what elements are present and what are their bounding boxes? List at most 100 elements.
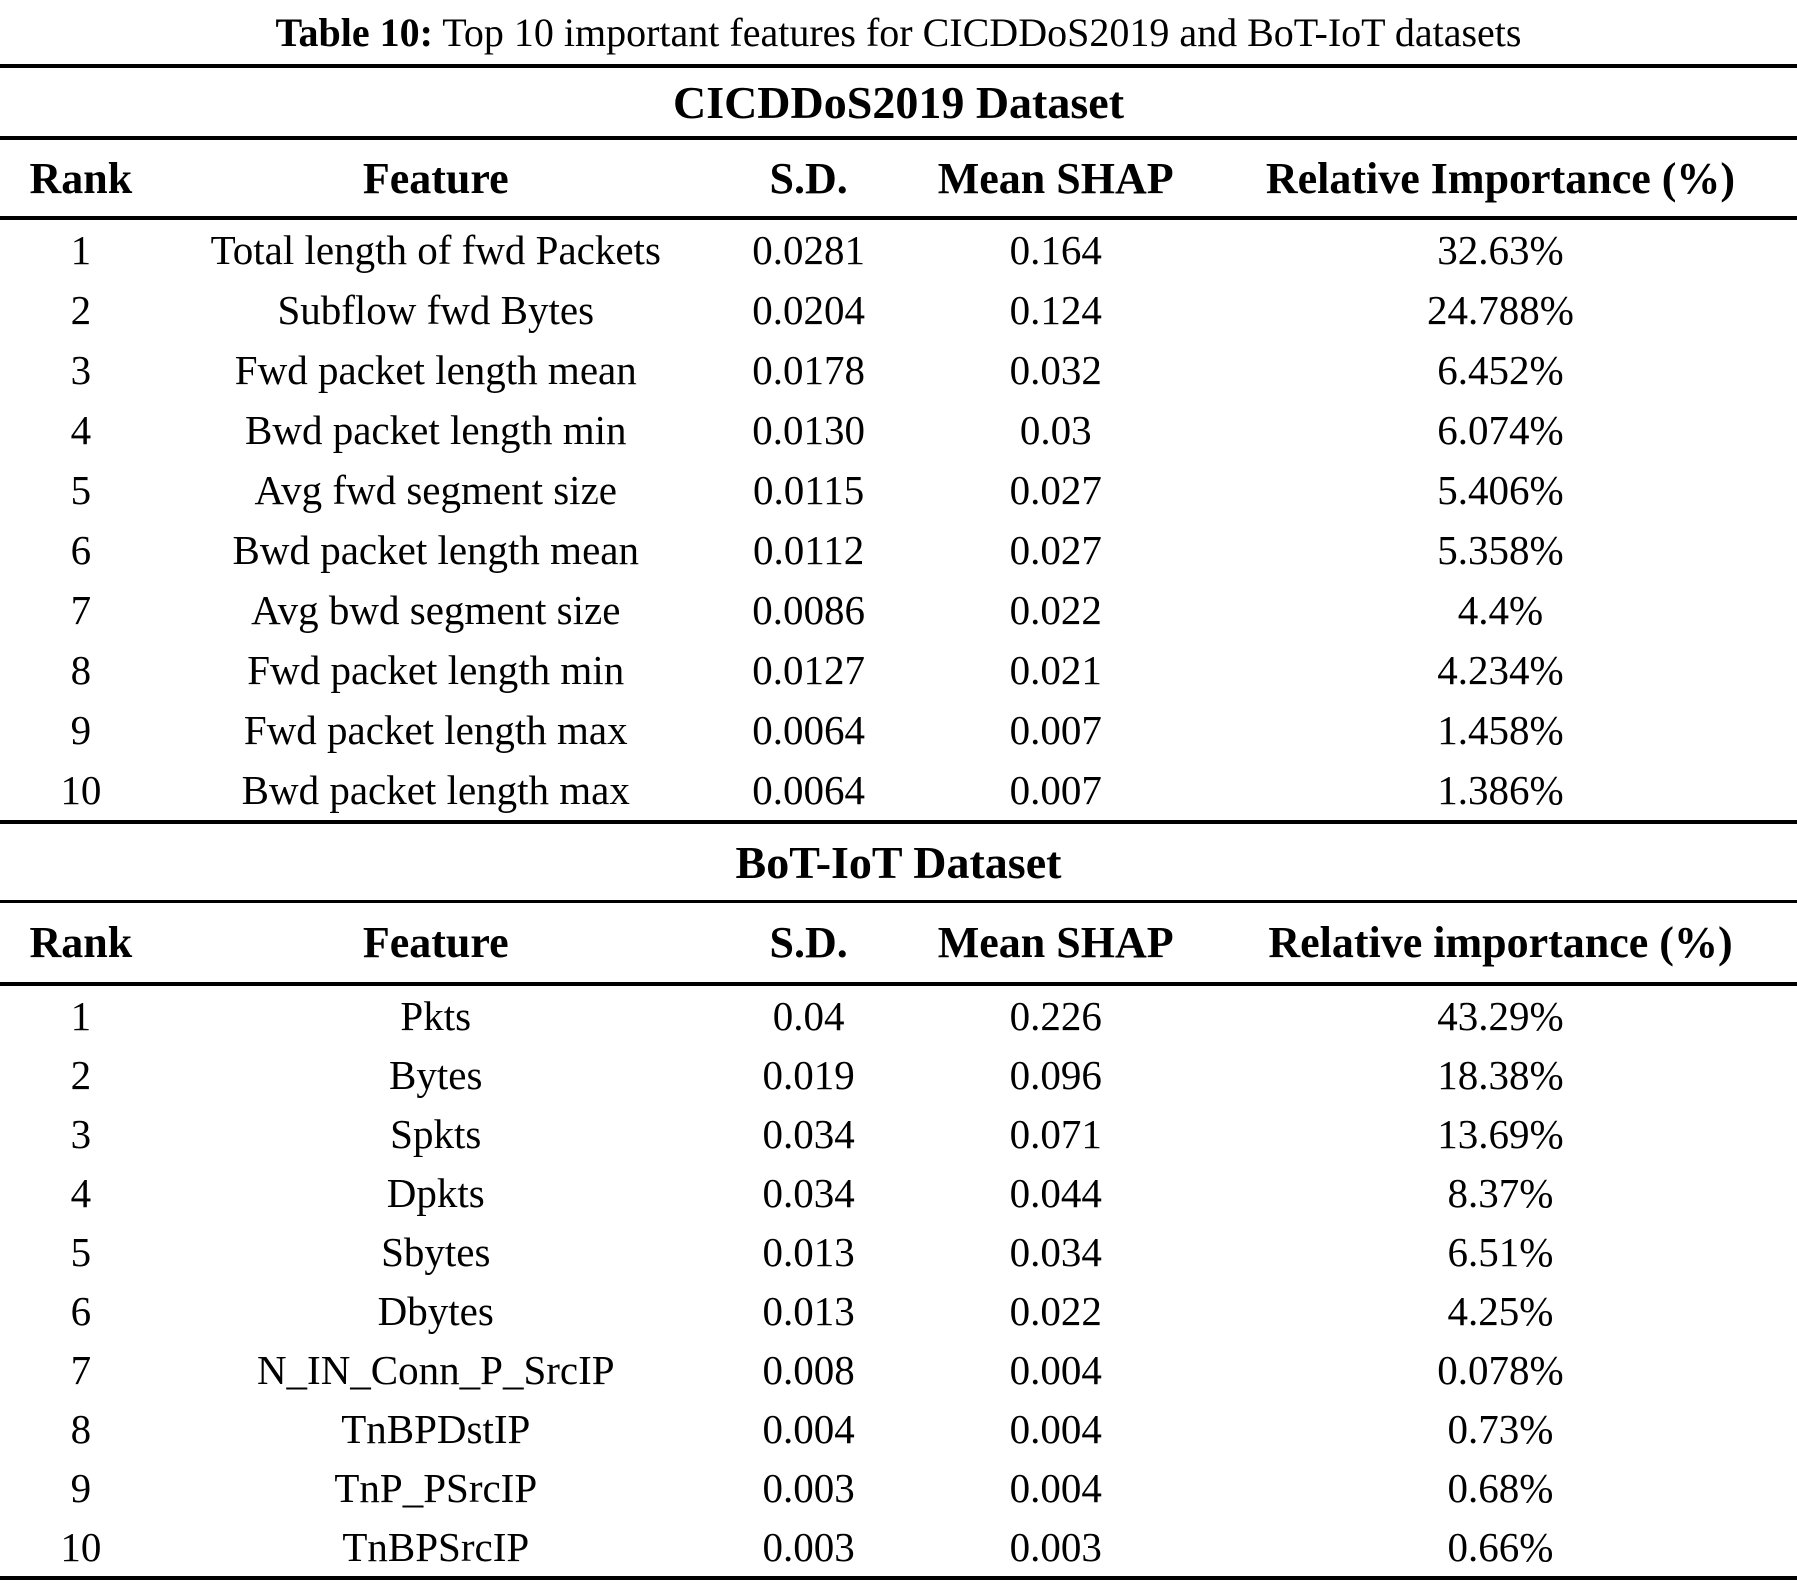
cicddos2019-table: Rank Feature S.D. Mean SHAP Relative Imp…	[0, 140, 1797, 820]
cell-rank: 10	[60, 767, 102, 813]
cell-relative-importance: 8.37%	[1447, 1169, 1554, 1216]
cell-mean-shap: 0.022	[1009, 1287, 1102, 1334]
table-row: 3 Spkts 0.034 0.071 13.69%	[0, 1104, 1797, 1163]
cell-sd: 0.0127	[752, 647, 865, 693]
cell-rank: 4	[70, 407, 92, 453]
cell-rank: 2	[70, 1051, 92, 1098]
cell-mean-shap: 0.004	[1009, 1405, 1102, 1452]
cell-relative-importance: 0.73%	[1447, 1405, 1554, 1452]
table-row: 4 Dpkts 0.034 0.044 8.37%	[0, 1163, 1797, 1222]
cell-rank: 10	[60, 1523, 102, 1570]
cell-mean-shap: 0.034	[1009, 1228, 1102, 1275]
col-header-rank: Rank	[0, 140, 162, 220]
cell-rank: 8	[70, 1405, 92, 1452]
cell-feature: Sbytes	[381, 1228, 491, 1275]
table-row: 6 Bwd packet length mean 0.0112 0.027 5.…	[0, 520, 1797, 580]
cell-feature: Spkts	[390, 1110, 482, 1157]
table-row: 8 TnBPDstIP 0.004 0.004 0.73%	[0, 1399, 1797, 1458]
col-header-relative-importance: Relative Importance (%)	[1203, 140, 1797, 220]
cell-feature: TnP_PSrcIP	[334, 1464, 538, 1511]
cell-rank: 5	[70, 467, 92, 513]
cell-relative-importance: 24.788%	[1427, 287, 1574, 333]
col-header-feature: Feature	[161, 140, 710, 220]
cell-mean-shap: 0.007	[1009, 767, 1102, 813]
cell-relative-importance: 5.406%	[1437, 467, 1564, 513]
table-row: 5 Sbytes 0.013 0.034 6.51%	[0, 1222, 1797, 1281]
col-header-sd: S.D.	[709, 140, 908, 220]
cell-relative-importance: 6.074%	[1437, 407, 1564, 453]
cell-feature: Dpkts	[386, 1169, 485, 1216]
cell-rank: 3	[70, 1110, 92, 1157]
cell-sd: 0.0064	[752, 767, 865, 813]
table-row: 2 Bytes 0.019 0.096 18.38%	[0, 1045, 1797, 1104]
cell-mean-shap: 0.071	[1009, 1110, 1102, 1157]
table-row: 1 Total length of fwd Packets 0.0281 0.1…	[0, 218, 1797, 280]
cell-relative-importance: 4.234%	[1437, 647, 1564, 693]
cell-rank: 7	[70, 587, 92, 633]
table-row: 6 Dbytes 0.013 0.022 4.25%	[0, 1281, 1797, 1340]
cell-feature: TnBPSrcIP	[342, 1523, 530, 1570]
cell-mean-shap: 0.164	[1009, 227, 1102, 273]
cell-sd: 0.004	[762, 1405, 855, 1452]
cell-mean-shap: 0.226	[1009, 992, 1102, 1039]
cell-rank: 5	[70, 1228, 92, 1275]
caption-text: Top 10 important features for CICDDoS201…	[432, 9, 1522, 55]
cell-relative-importance: 0.68%	[1447, 1464, 1554, 1511]
cell-sd: 0.008	[762, 1346, 855, 1393]
cell-rank: 6	[70, 527, 92, 573]
cell-mean-shap: 0.004	[1009, 1346, 1102, 1393]
table-row: 3 Fwd packet length mean 0.0178 0.032 6.…	[0, 340, 1797, 400]
cell-feature: Avg fwd segment size	[254, 467, 617, 513]
cell-feature: Avg bwd segment size	[251, 587, 621, 633]
table-row: 7 Avg bwd segment size 0.0086 0.022 4.4%	[0, 580, 1797, 640]
botiot-header-top-divider	[0, 900, 1797, 903]
cell-feature: TnBPDstIP	[341, 1405, 531, 1452]
cell-feature: Fwd packet length mean	[234, 347, 637, 393]
cell-feature: Total length of fwd Packets	[210, 227, 661, 273]
cell-relative-importance: 43.29%	[1437, 992, 1564, 1039]
table-row: 10 Bwd packet length max 0.0064 0.007 1.…	[0, 760, 1797, 820]
table-row: 10 TnBPSrcIP 0.003 0.003 0.66%	[0, 1517, 1797, 1576]
col-header-sd: S.D.	[709, 903, 908, 986]
cell-rank: 3	[70, 347, 92, 393]
cell-feature: Pkts	[400, 992, 472, 1039]
cell-feature: Fwd packet length max	[243, 707, 628, 753]
cell-mean-shap: 0.003	[1009, 1523, 1102, 1570]
cell-sd: 0.0086	[752, 587, 865, 633]
section-title-cicddos2019: CICDDoS2019 Dataset	[672, 76, 1125, 128]
cell-sd: 0.034	[762, 1110, 855, 1157]
cell-mean-shap: 0.03	[1019, 407, 1092, 453]
cell-sd: 0.0112	[753, 527, 865, 573]
cell-relative-importance: 1.386%	[1437, 767, 1564, 813]
cell-relative-importance: 32.63%	[1437, 227, 1564, 273]
cell-sd: 0.0115	[753, 467, 865, 513]
cell-relative-importance: 0.66%	[1447, 1523, 1554, 1570]
table-row: 1 Pkts 0.04 0.226 43.29%	[0, 984, 1797, 1045]
cell-feature: Bwd packet length min	[245, 407, 627, 453]
cell-mean-shap: 0.027	[1009, 467, 1102, 513]
cell-sd: 0.0178	[752, 347, 865, 393]
table-row: 5 Avg fwd segment size 0.0115 0.027 5.40…	[0, 460, 1797, 520]
cell-mean-shap: 0.124	[1009, 287, 1102, 333]
cell-rank: 1	[70, 992, 92, 1039]
cell-mean-shap: 0.027	[1009, 527, 1102, 573]
cell-rank: 9	[70, 1464, 92, 1511]
cell-mean-shap: 0.044	[1009, 1169, 1102, 1216]
cell-sd: 0.04	[772, 992, 845, 1039]
table-row: 4 Bwd packet length min 0.0130 0.03 6.07…	[0, 400, 1797, 460]
table-row: 9 TnP_PSrcIP 0.003 0.004 0.68%	[0, 1458, 1797, 1517]
cell-mean-shap: 0.022	[1009, 587, 1102, 633]
table-row: 7 N_IN_Conn_P_SrcIP 0.008 0.004 0.078%	[0, 1340, 1797, 1399]
col-header-relative-importance: Relative importance (%)	[1203, 903, 1797, 986]
cell-sd: 0.013	[762, 1228, 855, 1275]
cell-sd: 0.019	[762, 1051, 855, 1098]
cell-feature: Fwd packet length min	[247, 647, 625, 693]
cicddos-header-row: Rank Feature S.D. Mean SHAP Relative Imp…	[0, 140, 1797, 220]
cell-mean-shap: 0.096	[1009, 1051, 1102, 1098]
cicddos-bottom-divider	[0, 820, 1797, 824]
cell-feature: N_IN_Conn_P_SrcIP	[256, 1346, 615, 1393]
bot-iot-table: Rank Feature S.D. Mean SHAP Relative imp…	[0, 903, 1797, 1576]
bottom-rule-divider	[0, 1576, 1797, 1580]
cell-rank: 4	[70, 1169, 92, 1216]
